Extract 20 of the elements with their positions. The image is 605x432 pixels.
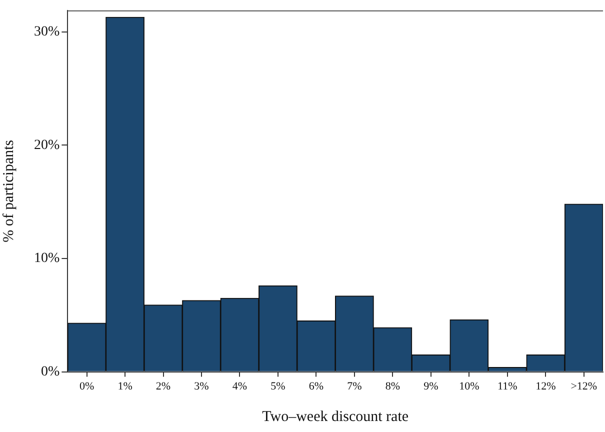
x-tick-label: 5% bbox=[270, 380, 286, 392]
x-tick-label: 10% bbox=[459, 380, 480, 392]
y-tick-label: 30% bbox=[34, 24, 60, 40]
x-tick-label: 9% bbox=[424, 380, 438, 392]
x-tick-label: 2% bbox=[156, 380, 171, 392]
x-tick-label: 11% bbox=[498, 380, 518, 392]
x-tick-label: 4% bbox=[232, 380, 248, 392]
x-tick-label: 0% bbox=[79, 380, 94, 392]
x-tick-label: 3% bbox=[194, 380, 209, 392]
x-tick-label: 8% bbox=[385, 380, 400, 392]
x-tick-label: 6% bbox=[308, 380, 324, 392]
y-tick-label: 20% bbox=[34, 138, 60, 153]
y-tick-label: 10% bbox=[34, 251, 60, 266]
x-tick-label: 1% bbox=[118, 380, 132, 392]
y-tick-label: 0% bbox=[40, 364, 60, 380]
x-tick-label: 12% bbox=[536, 380, 556, 392]
x-tick-label: 7% bbox=[347, 380, 362, 392]
x-tick-label: >12% bbox=[570, 380, 598, 392]
y-axis-title: % of participants bbox=[0, 140, 17, 242]
x-axis-title: Two–week discount rate bbox=[262, 408, 409, 425]
